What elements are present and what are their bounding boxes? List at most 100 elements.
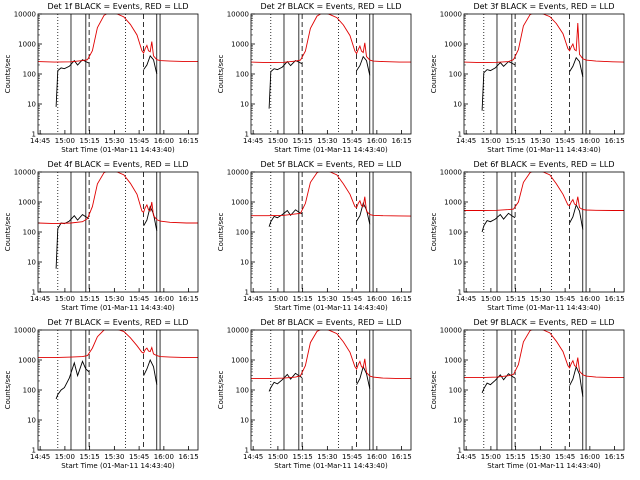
events-series-line bbox=[356, 365, 371, 389]
x-tick-label: 15:45 bbox=[342, 295, 362, 303]
y-axis-label: Counts/sec bbox=[430, 55, 438, 94]
y-tick-label: 1 bbox=[245, 131, 249, 139]
chart-title: Det 4f BLACK = Events, RED = LLD bbox=[47, 160, 188, 169]
chart-panel: Det 2f BLACK = Events, RED = LLD 14:45 15:… bbox=[217, 2, 412, 154]
lld-series-line bbox=[38, 14, 198, 63]
x-tick-label: 15:00 bbox=[268, 137, 288, 145]
x-axis-label: Start Time (01-Mar-11 14:43:40) bbox=[487, 146, 601, 154]
x-tick-label: 15:45 bbox=[342, 453, 362, 461]
x-tick-label: 16:00 bbox=[154, 453, 174, 461]
plot-frame bbox=[37, 13, 199, 135]
x-tick-label: 14:45 bbox=[243, 137, 263, 145]
x-tick-label: 14:45 bbox=[456, 453, 476, 461]
y-tick-label: 10 bbox=[453, 417, 462, 425]
lld-series-line bbox=[464, 172, 624, 211]
x-tick-label: 16:00 bbox=[580, 137, 600, 145]
x-axis-label: Start Time (01-Mar-11 14:43:40) bbox=[274, 462, 388, 470]
lld-series-line bbox=[38, 172, 198, 225]
x-tick-label: 15:30 bbox=[317, 453, 337, 461]
x-tick-label: 15:15 bbox=[293, 137, 313, 145]
y-axis-label: Counts/sec bbox=[217, 371, 225, 410]
y-tick-label: 10 bbox=[453, 259, 462, 267]
events-series-line bbox=[143, 205, 158, 231]
y-tick-label: 10 bbox=[240, 259, 249, 267]
y-tick-label: 1 bbox=[458, 447, 462, 455]
plot-frame bbox=[463, 13, 625, 135]
plot-frame bbox=[37, 171, 199, 293]
events-series-line bbox=[268, 372, 303, 392]
y-tick-label: 1000 bbox=[18, 199, 36, 207]
y-axis-label: Counts/sec bbox=[430, 213, 438, 252]
events-series-line bbox=[569, 56, 584, 77]
x-tick-label: 15:45 bbox=[555, 295, 575, 303]
y-tick-label: 10 bbox=[27, 259, 36, 267]
x-tick-label: 16:00 bbox=[367, 137, 387, 145]
y-tick-label: 100 bbox=[236, 387, 249, 395]
x-axis-label: Start Time (01-Mar-11 14:43:40) bbox=[61, 304, 175, 312]
y-tick-label: 1000 bbox=[231, 199, 249, 207]
y-tick-label: 100 bbox=[23, 229, 36, 237]
x-tick-label: 15:00 bbox=[268, 453, 288, 461]
events-series-line bbox=[55, 59, 90, 107]
y-tick-label: 1000 bbox=[18, 41, 36, 49]
x-tick-label: 15:00 bbox=[481, 137, 501, 145]
lld-series-line bbox=[251, 330, 411, 380]
x-tick-label: 15:00 bbox=[55, 453, 75, 461]
events-series-line bbox=[569, 365, 584, 397]
lld-series-line bbox=[464, 330, 624, 379]
y-tick-label: 1 bbox=[32, 131, 36, 139]
chart-panel: Det 4f BLACK = Events, RED = LLD 14:45 15:… bbox=[4, 160, 199, 312]
x-tick-label: 15:45 bbox=[129, 295, 149, 303]
x-axis-label: Start Time (01-Mar-11 14:43:40) bbox=[487, 462, 601, 470]
y-tick-label: 10000 bbox=[440, 327, 462, 335]
events-series-line bbox=[143, 55, 158, 75]
y-tick-label: 1000 bbox=[444, 199, 462, 207]
y-tick-label: 1 bbox=[32, 289, 36, 297]
y-tick-label: 10000 bbox=[440, 169, 462, 177]
x-tick-label: 15:00 bbox=[481, 295, 501, 303]
y-tick-label: 100 bbox=[236, 71, 249, 79]
x-tick-label: 16:15 bbox=[605, 137, 625, 145]
x-tick-label: 16:15 bbox=[179, 137, 199, 145]
x-tick-label: 14:45 bbox=[456, 137, 476, 145]
chart-title: Det 1f BLACK = Events, RED = LLD bbox=[47, 2, 188, 11]
events-series-line bbox=[356, 202, 371, 225]
y-axis-label: Counts/sec bbox=[4, 55, 12, 94]
y-axis-label: Counts/sec bbox=[4, 213, 12, 252]
x-tick-label: 16:15 bbox=[179, 295, 199, 303]
chart-title: Det 3f BLACK = Events, RED = LLD bbox=[473, 2, 614, 11]
x-tick-label: 15:15 bbox=[506, 295, 526, 303]
events-series-line bbox=[356, 55, 371, 76]
x-tick-label: 16:00 bbox=[580, 295, 600, 303]
x-axis-label: Start Time (01-Mar-11 14:43:40) bbox=[274, 304, 388, 312]
x-tick-label: 15:15 bbox=[80, 295, 100, 303]
x-tick-label: 15:30 bbox=[104, 453, 124, 461]
lld-series-line bbox=[38, 330, 198, 359]
events-series-line bbox=[55, 360, 90, 400]
chart-title: Det 8f BLACK = Events, RED = LLD bbox=[260, 318, 401, 327]
y-tick-label: 1 bbox=[245, 289, 249, 297]
chart-panel: Det 3f BLACK = Events, RED = LLD 14:45 15:… bbox=[430, 2, 625, 154]
x-tick-label: 14:45 bbox=[30, 295, 50, 303]
y-tick-label: 10000 bbox=[440, 11, 462, 19]
x-tick-label: 16:00 bbox=[154, 295, 174, 303]
y-tick-label: 10 bbox=[240, 101, 249, 109]
lld-series-line bbox=[464, 14, 624, 64]
x-tick-label: 16:15 bbox=[605, 453, 625, 461]
plot-frame bbox=[250, 171, 412, 293]
y-tick-label: 100 bbox=[449, 229, 462, 237]
y-tick-label: 100 bbox=[449, 387, 462, 395]
y-axis-label: Counts/sec bbox=[4, 371, 12, 410]
y-tick-label: 10000 bbox=[14, 11, 36, 19]
y-tick-label: 10000 bbox=[227, 169, 249, 177]
x-tick-label: 15:15 bbox=[293, 295, 313, 303]
x-tick-label: 15:30 bbox=[530, 453, 550, 461]
x-tick-label: 15:30 bbox=[317, 295, 337, 303]
y-tick-label: 10000 bbox=[14, 169, 36, 177]
x-tick-label: 15:15 bbox=[506, 137, 526, 145]
x-tick-label: 14:45 bbox=[30, 453, 50, 461]
chart-panel: Det 1f BLACK = Events, RED = LLD 14:45 15:… bbox=[4, 2, 199, 154]
lld-series-line bbox=[251, 14, 411, 64]
events-series-line bbox=[268, 209, 303, 227]
x-tick-label: 14:45 bbox=[243, 295, 263, 303]
